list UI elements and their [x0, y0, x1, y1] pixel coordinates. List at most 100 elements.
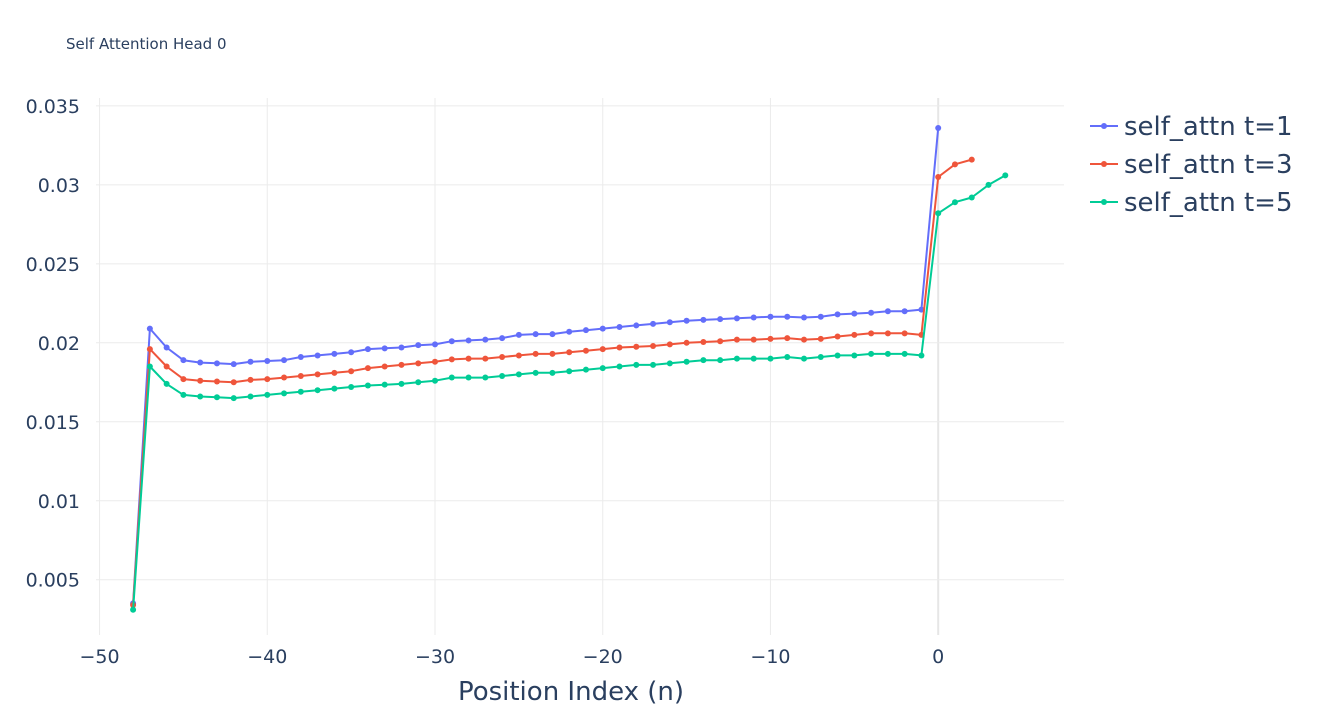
data-point[interactable] [750, 336, 757, 343]
data-point[interactable] [482, 355, 489, 362]
data-point[interactable] [767, 335, 774, 342]
data-point[interactable] [230, 395, 237, 402]
data-point[interactable] [918, 352, 925, 359]
data-point[interactable] [415, 360, 422, 367]
data-point[interactable] [566, 368, 573, 375]
data-point[interactable] [381, 345, 388, 352]
data-point[interactable] [163, 363, 170, 370]
data-point[interactable] [633, 361, 640, 368]
data-point[interactable] [448, 338, 455, 345]
data-point[interactable] [717, 316, 724, 323]
data-point[interactable] [968, 156, 975, 163]
data-point[interactable] [733, 336, 740, 343]
data-point[interactable] [465, 337, 472, 344]
data-point[interactable] [297, 354, 304, 361]
data-point[interactable] [213, 394, 220, 401]
data-point[interactable] [884, 350, 891, 357]
data-point[interactable] [633, 322, 640, 329]
data-point[interactable] [851, 352, 858, 359]
data-point[interactable] [582, 366, 589, 373]
legend-item[interactable]: self_attn t=3 [1090, 150, 1293, 180]
data-point[interactable] [482, 374, 489, 381]
data-point[interactable] [146, 325, 153, 332]
data-point[interactable] [935, 125, 942, 132]
data-point[interactable] [683, 317, 690, 324]
data-point[interactable] [331, 385, 338, 392]
data-point[interactable] [616, 363, 623, 370]
data-point[interactable] [247, 393, 254, 400]
data-point[interactable] [247, 358, 254, 365]
data-point[interactable] [884, 330, 891, 337]
data-point[interactable] [331, 369, 338, 376]
data-point[interactable] [532, 350, 539, 357]
data-point[interactable] [281, 390, 288, 397]
data-point[interactable] [197, 393, 204, 400]
data-point[interactable] [985, 181, 992, 188]
legend[interactable]: self_attn t=1 self_attn t=3 self_attn t=5 [1090, 112, 1293, 218]
data-point[interactable] [381, 381, 388, 388]
data-point[interactable] [432, 358, 439, 365]
data-point[interactable] [130, 606, 137, 613]
data-point[interactable] [834, 352, 841, 359]
data-point[interactable] [901, 350, 908, 357]
data-point[interactable] [297, 388, 304, 395]
data-point[interactable] [415, 342, 422, 349]
data-point[interactable] [784, 313, 791, 320]
data-point[interactable] [281, 374, 288, 381]
data-point[interactable] [650, 342, 657, 349]
data-point[interactable] [650, 361, 657, 368]
data-point[interactable] [264, 391, 271, 398]
data-point[interactable] [314, 371, 321, 378]
data-point[interactable] [666, 341, 673, 348]
data-point[interactable] [180, 376, 187, 383]
data-point[interactable] [213, 360, 220, 367]
data-point[interactable] [515, 352, 522, 359]
data-point[interactable] [264, 357, 271, 364]
data-point[interactable] [801, 336, 808, 343]
data-point[interactable] [364, 382, 371, 389]
data-point[interactable] [650, 320, 657, 327]
data-point[interactable] [750, 355, 757, 362]
data-point[interactable] [532, 331, 539, 338]
data-point[interactable] [230, 361, 237, 368]
data-point[interactable] [767, 355, 774, 362]
data-point[interactable] [515, 331, 522, 338]
data-point[interactable] [297, 372, 304, 379]
data-point[interactable] [163, 380, 170, 387]
data-point[interactable] [901, 308, 908, 315]
data-point[interactable] [599, 325, 606, 332]
data-point[interactable] [582, 347, 589, 354]
data-point[interactable] [717, 357, 724, 364]
data-point[interactable] [834, 311, 841, 318]
data-point[interactable] [197, 359, 204, 366]
data-point[interactable] [146, 363, 153, 370]
data-point[interactable] [348, 368, 355, 375]
data-point[interactable] [700, 357, 707, 364]
data-point[interactable] [415, 379, 422, 386]
data-point[interactable] [247, 376, 254, 383]
data-point[interactable] [935, 210, 942, 217]
data-point[interactable] [817, 335, 824, 342]
data-point[interactable] [784, 354, 791, 361]
data-point[interactable] [482, 336, 489, 343]
data-point[interactable] [499, 335, 506, 342]
data-point[interactable] [616, 324, 623, 331]
data-point[interactable] [348, 384, 355, 391]
data-point[interactable] [700, 339, 707, 346]
data-point[interactable] [834, 333, 841, 340]
data-point[interactable] [281, 357, 288, 364]
data-point[interactable] [515, 371, 522, 378]
data-point[interactable] [364, 365, 371, 372]
data-point[interactable] [364, 346, 371, 353]
data-point[interactable] [398, 361, 405, 368]
data-point[interactable] [314, 352, 321, 359]
data-point[interactable] [314, 387, 321, 394]
data-point[interactable] [146, 346, 153, 353]
data-point[interactable] [348, 349, 355, 356]
data-point[interactable] [733, 315, 740, 322]
data-point[interactable] [549, 350, 556, 357]
data-point[interactable] [582, 327, 589, 334]
data-point[interactable] [1002, 172, 1009, 179]
legend-item[interactable]: self_attn t=1 [1090, 112, 1293, 142]
data-point[interactable] [532, 369, 539, 376]
